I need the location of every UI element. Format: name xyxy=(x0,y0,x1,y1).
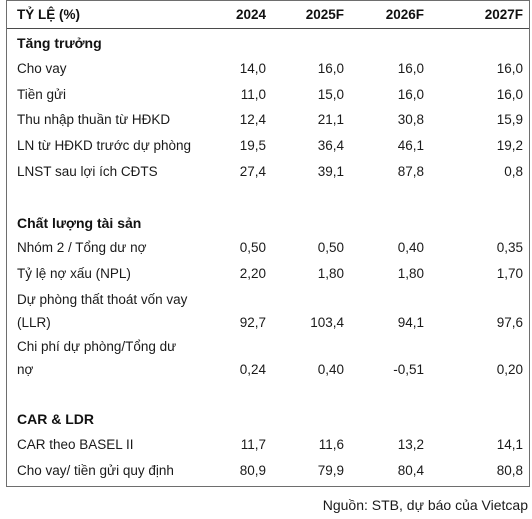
cell-value: 1,80 xyxy=(397,266,424,281)
row-label: Nhóm 2 / Tổng dư nợ xyxy=(17,240,147,255)
row-label-continued: nợ xyxy=(17,362,34,377)
cell-value: 94,1 xyxy=(397,315,424,330)
financial-ratios-table: TỶ LỆ (%) 2024 2025F 2026F 2027F Tăng tr… xyxy=(6,0,530,487)
cell-value: 16,0 xyxy=(496,61,523,76)
cell-value: 0,50 xyxy=(239,240,266,255)
cell-value: 39,1 xyxy=(317,164,344,179)
header-year-2024: 2024 xyxy=(235,7,266,22)
cell-value: 13,2 xyxy=(397,437,424,452)
cell-value: 16,0 xyxy=(397,87,424,102)
cell-value: 2,20 xyxy=(239,266,266,281)
cell-value: 19,5 xyxy=(239,138,266,153)
row-label: Thu nhập thuần từ HĐKD xyxy=(17,112,171,127)
cell-value: 12,4 xyxy=(239,112,266,127)
cell-value: 103,4 xyxy=(310,315,344,330)
row-label: Chi phí dự phòng/Tổng dư xyxy=(17,339,177,354)
cell-value: 79,9 xyxy=(317,463,344,478)
row-label: Tiền gửi xyxy=(17,87,67,102)
cell-value: 36,4 xyxy=(317,138,344,153)
cell-value: 16,0 xyxy=(317,61,344,76)
cell-value: 30,8 xyxy=(397,112,424,127)
cell-value: 11,0 xyxy=(240,87,266,102)
cell-value: 0,24 xyxy=(239,362,266,377)
header-year-2026f: 2026F xyxy=(385,7,424,22)
cell-value: 11,7 xyxy=(240,437,266,452)
cell-value: 87,8 xyxy=(397,164,424,179)
cell-value: 0,40 xyxy=(397,240,424,255)
cell-value: 0,20 xyxy=(496,362,523,377)
cell-value: 92,7 xyxy=(239,315,266,330)
row-label: LN từ HĐKD trước dự phòng xyxy=(17,138,192,153)
cell-value: 16,0 xyxy=(397,61,424,76)
cell-value: 1,80 xyxy=(317,266,344,281)
cell-value: 46,1 xyxy=(397,138,424,153)
cell-value: 97,6 xyxy=(496,315,523,330)
cell-value: 0,50 xyxy=(317,240,344,255)
row-label: CAR theo BASEL II xyxy=(17,437,134,452)
row-label: LNST sau lợi ích CĐTS xyxy=(17,164,158,179)
section-title: CAR & LDR xyxy=(17,411,94,427)
cell-value: 15,9 xyxy=(496,112,523,127)
cell-value: 15,0 xyxy=(317,87,344,102)
cell-value: 16,0 xyxy=(496,87,523,102)
cell-value: 0,40 xyxy=(317,362,344,377)
row-label: Cho vay/ tiền gửi quy định xyxy=(17,463,174,478)
row-label: Cho vay xyxy=(17,61,67,76)
cell-value: 19,2 xyxy=(496,138,523,153)
cell-value: 27,4 xyxy=(239,164,266,179)
cell-value: 14,0 xyxy=(239,61,266,76)
section-title: Tăng trưởng xyxy=(17,35,102,51)
row-label: Tỷ lệ nợ xấu (NPL) xyxy=(17,266,131,281)
section-title: Chất lượng tài sản xyxy=(17,215,142,231)
cell-value: 11,6 xyxy=(318,437,344,452)
cell-value: 80,4 xyxy=(397,463,424,478)
cell-value: 80,9 xyxy=(239,463,266,478)
cell-value: 1,70 xyxy=(496,266,523,281)
cell-value: 21,1 xyxy=(317,112,344,127)
row-label-continued: (LLR) xyxy=(17,315,51,330)
cell-value: 14,1 xyxy=(496,437,523,452)
header-year-2027f: 2027F xyxy=(484,7,523,22)
header-year-2025f: 2025F xyxy=(305,7,344,22)
cell-value: 80,8 xyxy=(496,463,523,478)
table-header: TỶ LỆ (%) 2024 2025F 2026F 2027F xyxy=(7,1,529,29)
cell-value: 0,8 xyxy=(504,164,523,179)
cell-value: 0,35 xyxy=(496,240,523,255)
source-note: Nguồn: STB, dự báo của Vietcap xyxy=(322,497,528,513)
row-label: Dự phòng thất thoát vốn vay xyxy=(17,292,188,307)
cell-value: -0,51 xyxy=(393,362,424,377)
header-label: TỶ LỆ (%) xyxy=(17,7,80,22)
